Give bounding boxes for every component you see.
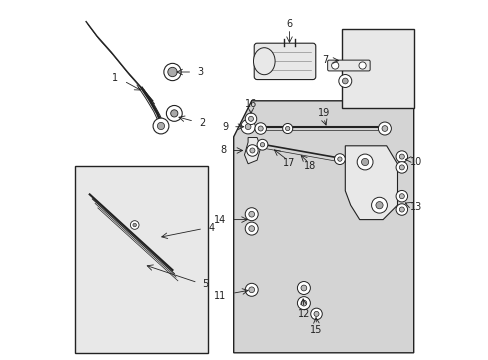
Circle shape xyxy=(244,283,258,296)
Circle shape xyxy=(399,194,404,199)
Circle shape xyxy=(244,208,258,221)
Text: 11: 11 xyxy=(214,291,226,301)
Circle shape xyxy=(331,62,338,69)
Circle shape xyxy=(130,221,139,229)
Text: 1: 1 xyxy=(112,73,118,84)
Circle shape xyxy=(157,122,164,130)
Circle shape xyxy=(249,148,254,153)
Text: 4: 4 xyxy=(208,222,214,233)
Circle shape xyxy=(395,162,407,173)
Text: 6: 6 xyxy=(286,19,292,29)
FancyBboxPatch shape xyxy=(341,29,413,108)
Circle shape xyxy=(334,154,345,165)
FancyBboxPatch shape xyxy=(327,60,369,71)
FancyBboxPatch shape xyxy=(75,166,208,353)
Circle shape xyxy=(358,62,366,69)
Text: 19: 19 xyxy=(317,108,329,118)
Text: 5: 5 xyxy=(202,279,208,289)
Text: 13: 13 xyxy=(409,202,422,212)
Polygon shape xyxy=(345,146,397,220)
Circle shape xyxy=(301,285,306,291)
Circle shape xyxy=(342,78,347,84)
Circle shape xyxy=(244,124,250,130)
Circle shape xyxy=(260,143,264,147)
Polygon shape xyxy=(233,101,413,353)
Circle shape xyxy=(163,63,181,81)
Circle shape xyxy=(257,139,267,150)
Circle shape xyxy=(285,126,289,131)
FancyBboxPatch shape xyxy=(254,43,315,80)
Circle shape xyxy=(246,145,258,156)
Circle shape xyxy=(337,157,342,161)
Circle shape xyxy=(244,113,256,125)
Text: 14: 14 xyxy=(214,215,226,225)
Text: 17: 17 xyxy=(283,158,295,168)
Circle shape xyxy=(248,226,254,231)
Text: 8: 8 xyxy=(220,145,226,156)
Circle shape xyxy=(153,118,168,134)
Circle shape xyxy=(241,120,255,134)
Circle shape xyxy=(297,297,310,310)
Circle shape xyxy=(381,126,387,131)
Circle shape xyxy=(399,154,404,159)
Text: 10: 10 xyxy=(409,157,422,167)
Circle shape xyxy=(297,282,310,294)
Circle shape xyxy=(301,300,306,306)
Text: 16: 16 xyxy=(244,99,257,109)
Ellipse shape xyxy=(253,48,275,75)
Circle shape xyxy=(167,67,177,77)
Circle shape xyxy=(378,122,390,135)
Text: 9: 9 xyxy=(222,122,228,132)
Text: 15: 15 xyxy=(310,325,322,336)
Circle shape xyxy=(166,105,182,121)
Circle shape xyxy=(399,207,404,212)
Circle shape xyxy=(248,287,254,293)
Circle shape xyxy=(395,204,407,215)
Circle shape xyxy=(395,151,407,162)
Circle shape xyxy=(361,158,368,166)
Circle shape xyxy=(338,75,351,87)
Text: 2: 2 xyxy=(199,118,204,129)
Text: 12: 12 xyxy=(298,309,310,319)
Circle shape xyxy=(313,311,318,316)
Circle shape xyxy=(248,116,253,121)
Text: 18: 18 xyxy=(304,161,316,171)
Circle shape xyxy=(395,190,407,202)
Circle shape xyxy=(282,123,292,134)
Text: 7: 7 xyxy=(321,55,327,66)
Circle shape xyxy=(248,211,254,217)
Circle shape xyxy=(170,110,178,117)
Circle shape xyxy=(133,223,136,227)
Circle shape xyxy=(375,202,382,209)
Circle shape xyxy=(371,197,386,213)
Circle shape xyxy=(244,222,258,235)
Circle shape xyxy=(310,308,322,320)
Circle shape xyxy=(258,126,263,131)
Text: 3: 3 xyxy=(197,67,203,77)
Circle shape xyxy=(254,123,266,134)
Circle shape xyxy=(356,154,372,170)
Circle shape xyxy=(399,165,404,170)
Polygon shape xyxy=(244,138,260,164)
